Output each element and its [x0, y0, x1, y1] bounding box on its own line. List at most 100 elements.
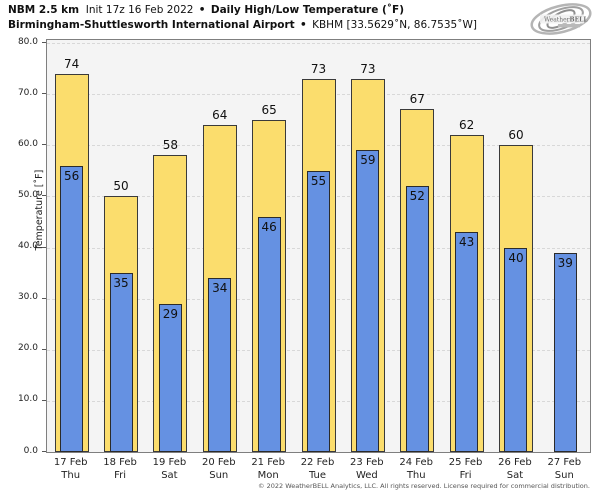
y-tick-label: 30.0 — [17, 292, 38, 303]
high-value-label: 67 — [409, 92, 425, 107]
x-label-date: 20 Feb — [201, 457, 236, 468]
x-tick-label-20-Feb: 20 Feb Sun — [193, 456, 245, 482]
y-tick-label: 60.0 — [17, 138, 38, 149]
y-tick-mark — [42, 451, 46, 452]
x-label-date: 25 Feb — [448, 457, 483, 468]
x-tick-label-26-Feb: 26 Feb Sat — [489, 456, 541, 482]
gridline-80 — [47, 43, 590, 44]
y-axis-title: Temperature [˚F] — [33, 169, 45, 251]
x-label-day: Fri — [459, 470, 472, 481]
x-label-date: 22 Feb — [300, 457, 335, 468]
low-value-label: 46 — [261, 219, 277, 234]
copyright-notice: © 2022 WeatherBELL Analytics, LLC. All r… — [258, 482, 590, 490]
model-name: NBM 2.5 km — [8, 4, 80, 16]
y-tick-mark — [42, 42, 46, 43]
logo-text-weather: Weather — [544, 17, 570, 24]
low-value-label: 39 — [557, 255, 573, 270]
y-tick-mark — [42, 93, 46, 95]
x-label-date: 24 Feb — [399, 457, 434, 468]
plot-area: 74 56 50 35 58 29 64 34 65 46 73 55 73 59 67 52 62 43 60 40… — [46, 39, 591, 453]
high-value-label: 73 — [310, 61, 327, 76]
station-coordinates: KBHM [33.5629˚N, 86.7535˚W] — [312, 19, 477, 31]
y-tick-label: 10.0 — [17, 394, 38, 405]
x-tick-label-21-Feb: 21 Feb Mon — [242, 456, 294, 482]
x-label-day: Sun — [554, 470, 574, 481]
chart-subtitle: Birmingham-Shuttlesworth International A… — [8, 19, 477, 31]
low-value-label: 55 — [310, 173, 327, 188]
x-tick-label-24-Feb: 24 Feb Thu — [390, 456, 442, 482]
high-value-label: 50 — [113, 179, 129, 194]
y-tick-mark — [42, 348, 46, 350]
x-tick-label-23-Feb: 23 Feb Wed — [341, 456, 393, 482]
y-tick-mark — [42, 195, 46, 197]
y-tick-mark — [42, 399, 46, 401]
title-separator: • — [198, 4, 206, 16]
y-tick-label: 70.0 — [17, 87, 38, 98]
low-bar-21-Feb — [257, 216, 281, 452]
init-time: Init 17z 16 Feb 2022 — [85, 4, 194, 16]
x-label-day: Tue — [308, 470, 327, 481]
x-label-day: Fri — [114, 470, 126, 481]
x-label-day: Sat — [506, 470, 524, 481]
low-bar-19-Feb — [158, 303, 182, 452]
x-label-day: Thu — [61, 470, 81, 481]
x-label-date: 19 Feb — [152, 457, 187, 468]
y-tick-mark — [42, 144, 46, 146]
x-tick-label-25-Feb: 25 Feb Fri — [440, 456, 492, 482]
low-bar-27-Feb — [553, 252, 577, 452]
low-bar-17-Feb — [60, 165, 84, 452]
low-bar-24-Feb — [405, 186, 429, 452]
low-bar-22-Feb — [307, 170, 330, 452]
low-value-label: 59 — [360, 153, 376, 168]
x-label-date: 26 Feb — [498, 457, 532, 468]
high-value-label: 65 — [261, 102, 277, 117]
x-label-date: 21 Feb — [251, 457, 285, 468]
high-value-label: 60 — [508, 128, 524, 143]
x-tick-label-19-Feb: 19 Feb Sat — [143, 456, 195, 482]
subtitle-separator: • — [300, 19, 307, 31]
y-tick-mark — [42, 297, 46, 299]
low-bar-23-Feb — [356, 150, 380, 452]
weatherbell-logo: WeatherBELL — [530, 3, 592, 35]
low-bar-18-Feb — [109, 273, 133, 452]
low-value-label: 34 — [212, 281, 228, 296]
x-label-date: 17 Feb — [53, 457, 88, 468]
y-tick-label: 20.0 — [17, 343, 38, 354]
svg-text:WeatherBELL: WeatherBELL — [544, 17, 588, 24]
low-value-label: 35 — [113, 276, 129, 291]
x-label-date: 27 Feb — [547, 457, 582, 468]
low-bar-26-Feb — [504, 247, 528, 452]
x-tick-label-18-Feb: 18 Feb Fri — [94, 456, 146, 482]
low-value-label: 29 — [162, 306, 179, 321]
high-value-label: 64 — [212, 107, 228, 122]
x-label-date: 18 Feb — [103, 457, 137, 468]
high-value-label: 58 — [162, 138, 179, 153]
x-tick-label-22-Feb: 22 Feb Tue — [292, 456, 344, 482]
high-value-label: 73 — [360, 61, 376, 76]
low-value-label: 56 — [64, 168, 80, 183]
low-value-label: 43 — [458, 235, 475, 250]
x-label-day: Sat — [161, 470, 178, 481]
x-label-day: Wed — [355, 470, 378, 481]
x-label-day: Thu — [406, 470, 426, 481]
x-label-day: Mon — [257, 470, 279, 481]
y-tick-label: 80.0 — [17, 36, 38, 47]
low-bar-20-Feb — [208, 278, 232, 452]
low-value-label: 40 — [508, 250, 524, 265]
y-tick-label: 40.0 — [17, 241, 38, 251]
x-tick-label-17-Feb: 17 Feb Thu — [45, 456, 97, 482]
high-value-label: 62 — [458, 118, 475, 133]
x-tick-label-27-Feb: 27 Feb Sun — [538, 456, 590, 482]
station-name: Birmingham-Shuttlesworth International A… — [8, 19, 295, 31]
low-value-label: 52 — [409, 189, 425, 204]
chart-title: NBM 2.5 km Init 17z 16 Feb 2022 • Daily … — [8, 4, 404, 16]
y-tick-mark — [42, 246, 46, 248]
x-label-date: 23 Feb — [350, 457, 384, 468]
logo-text-bell: BELL — [570, 17, 589, 24]
x-label-day: Sun — [209, 470, 229, 481]
high-value-label: 74 — [64, 56, 80, 71]
y-tick-label: 50.0 — [17, 189, 38, 200]
low-bar-25-Feb — [455, 232, 479, 452]
y-tick-label: 0.0 — [23, 445, 38, 456]
product-name: Daily High/Low Temperature (˚F) — [210, 4, 405, 16]
